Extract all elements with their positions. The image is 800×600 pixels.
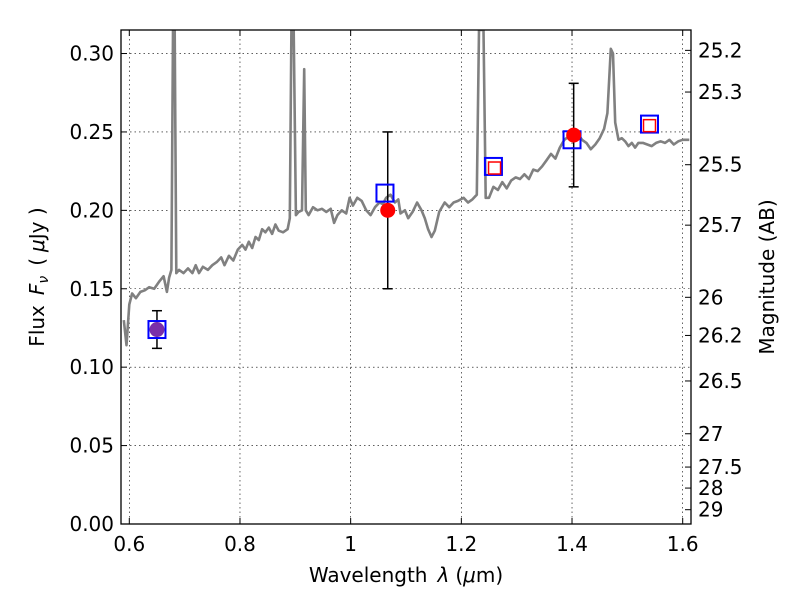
magnitude-tick-label: 25.5	[698, 153, 743, 177]
model-flux-square-blue	[639, 114, 659, 134]
x-tick-label: 1.6	[667, 532, 699, 556]
x-tick-label: 1.4	[556, 532, 588, 556]
model-flux-square-red	[642, 118, 657, 133]
x-tick-label: 0.6	[113, 532, 145, 556]
magnitude-tick-label: 28	[698, 476, 723, 500]
model-flux-square-blue	[147, 320, 167, 340]
grid-lines	[121, 30, 691, 525]
magnitude-tick-label: 25.3	[698, 80, 743, 104]
magnitude-tick-label: 25.7	[698, 213, 743, 237]
spectrum-line	[122, 30, 690, 347]
y-tick-label: 0.30	[69, 42, 114, 66]
axes-frame	[120, 29, 692, 525]
magnitude-tick-label: 26	[698, 285, 723, 309]
y-axis-label: FluxFν(μJy )	[25, 207, 52, 346]
axis-ticks: 0.6 0.8 1 1.2 1.4 1.6 0.00 0.05 0.10 0.15 0.20 0.25…	[69, 30, 743, 556]
model-flux-square-red	[487, 161, 502, 175]
y2-axis-label: Magnitude (AB)	[755, 199, 779, 354]
y-tick-label: 0.15	[69, 277, 114, 301]
magnitude-tick-label: 25.2	[698, 38, 743, 62]
y-tick-label: 0.05	[69, 434, 114, 458]
y-tick-label: 0.25	[69, 120, 114, 144]
observed-flux-point	[566, 127, 582, 143]
magnitude-tick-label: 26.5	[698, 369, 743, 393]
plot-area	[122, 30, 690, 350]
model-flux-square-blue	[483, 156, 503, 176]
magnitude-tick-label: 27	[698, 422, 723, 446]
x-axis-label: Wavelength λ (μm)	[309, 563, 503, 587]
model-flux-square-blue	[375, 183, 395, 203]
x-tick-label: 0.8	[224, 532, 256, 556]
magnitude-tick-label: 29	[698, 498, 723, 522]
observed-flux-point	[380, 202, 396, 218]
magnitude-tick-label: 26.2	[698, 323, 743, 347]
magnitude-tick-label: 27.5	[698, 455, 743, 479]
y-tick-label: 0.10	[69, 355, 114, 379]
x-tick-label: 1	[344, 532, 357, 556]
observed-flux-point	[149, 322, 165, 338]
y-tick-label: 0.20	[69, 198, 114, 222]
x-tick-label: 1.2	[445, 532, 477, 556]
y-tick-label: 0.00	[69, 512, 114, 536]
